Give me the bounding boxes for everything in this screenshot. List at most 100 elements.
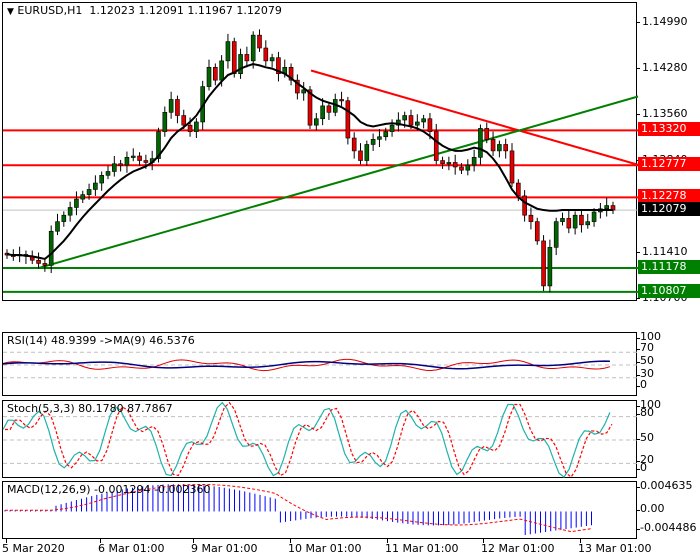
stoch-signal-line xyxy=(5,401,613,478)
bear-candle xyxy=(408,115,414,126)
bear-candle xyxy=(175,99,180,116)
price-level-tag: 1.12278 xyxy=(638,189,700,204)
time-label: 12 Mar 01:00 xyxy=(481,542,555,555)
bear-candle xyxy=(358,150,363,161)
macd-chart xyxy=(4,484,592,536)
bear-candle xyxy=(307,89,313,126)
bear-candle xyxy=(579,214,584,226)
bear-candle xyxy=(257,34,262,49)
bear-candle xyxy=(541,240,546,287)
bull-candle xyxy=(124,157,130,166)
stochastic-pane[interactable]: Stoch(5,3,3) 80.1780 87.7867 xyxy=(2,400,638,478)
bull-candle xyxy=(402,115,407,121)
price-tick-label: 1.11410 xyxy=(636,245,688,258)
bear-candle xyxy=(213,67,218,81)
bull-candle xyxy=(320,105,325,120)
ohlc-close: 1.12079 xyxy=(236,4,282,17)
bull-candle xyxy=(301,89,306,94)
price-tick-label: 1.13560 xyxy=(636,107,688,120)
indicator-level-label: 80 xyxy=(636,406,654,419)
candlestick-chart[interactable] xyxy=(3,3,638,302)
bull-candle xyxy=(604,205,609,210)
triangle-down-icon[interactable]: ▼ xyxy=(7,7,14,17)
time-label: 13 Mar 01:00 xyxy=(578,542,652,555)
indicator-level-label: 70 xyxy=(636,341,654,354)
bull-candle xyxy=(415,121,420,126)
bear-candle xyxy=(42,263,48,266)
bear-candle xyxy=(522,195,527,216)
bull-candle xyxy=(67,207,73,216)
bear-candle xyxy=(36,259,41,264)
rsi-label: RSI(14) 48.9399 ->MA(9) 46.5376 xyxy=(7,334,195,347)
indicator-level-label: 20 xyxy=(636,453,654,466)
bear-candle xyxy=(118,163,123,166)
price-tick-label: 1.14990 xyxy=(636,15,688,28)
bull-candle xyxy=(112,163,117,172)
bull-candle xyxy=(194,121,199,132)
resistance-trendline[interactable] xyxy=(310,69,638,166)
bull-candle xyxy=(421,118,426,123)
support-trendline[interactable] xyxy=(38,95,638,269)
price-level-tag: 1.11178 xyxy=(638,260,700,275)
indicator-level-label: 50 xyxy=(636,354,654,367)
bear-candle xyxy=(187,124,193,132)
bull-candle xyxy=(250,34,256,62)
bull-candle xyxy=(162,112,168,132)
bull-candle xyxy=(553,221,559,248)
stochastic-label: Stoch(5,3,3) 80.1780 87.7867 xyxy=(7,402,173,415)
symbol-timeframe: EURUSD,H1 xyxy=(17,4,83,17)
bear-candle xyxy=(459,166,464,171)
macd-signal-line xyxy=(5,484,592,533)
bull-candle xyxy=(74,198,79,208)
bear-candle xyxy=(295,79,300,94)
indicator-level-label: 100 xyxy=(636,330,661,343)
bull-candle xyxy=(61,214,67,222)
time-tick xyxy=(387,539,388,543)
stochastic-chart xyxy=(3,401,638,478)
bull-candle xyxy=(48,230,54,266)
bull-candle xyxy=(93,182,98,190)
bull-candle xyxy=(364,144,370,161)
bear-candle xyxy=(528,214,534,222)
bear-candle xyxy=(326,105,332,113)
time-tick xyxy=(580,539,581,543)
bull-candle xyxy=(225,41,231,62)
rsi-ma-line xyxy=(3,360,610,370)
bear-candle xyxy=(181,115,187,126)
price-chart-pane[interactable]: ▼ EURUSD,H1 1.12023 1.12091 1.11967 1.12… xyxy=(2,2,638,302)
bear-candle xyxy=(440,160,445,165)
macd-pane[interactable]: MACD(12,26,9) -0.001294 -0.002360 xyxy=(2,481,637,539)
time-tick xyxy=(6,539,7,543)
bear-candle xyxy=(452,162,458,168)
bull-candle xyxy=(130,155,136,158)
rsi-axis: 100 70 50 30 0 xyxy=(636,330,700,396)
bull-candle xyxy=(383,131,389,138)
bull-candle xyxy=(547,247,553,287)
indicator-level-label: 100 xyxy=(636,398,661,411)
stoch-main-line xyxy=(3,401,611,478)
bull-candle xyxy=(377,136,382,140)
bull-candle xyxy=(105,171,111,176)
time-tick xyxy=(290,539,291,543)
price-axis[interactable]: 1.149901.142801.135601.128401.114101.107… xyxy=(636,2,700,304)
indicator-level-label: 0 xyxy=(636,378,647,391)
time-label: 5 Mar 2020 xyxy=(2,542,65,555)
bull-candle xyxy=(238,54,243,75)
price-level-tag: 1.12777 xyxy=(638,157,700,172)
rsi-pane[interactable]: RSI(14) 48.9399 ->MA(9) 46.5376 xyxy=(2,332,638,396)
indicator-level-label: -0.004486 xyxy=(635,521,697,534)
bear-candle xyxy=(288,67,294,81)
ohlc-open: 1.12023 xyxy=(89,4,135,17)
bull-candle xyxy=(560,218,565,222)
time-tick xyxy=(483,539,484,543)
macd-axis: 0.004635 0.00 -0.004486 xyxy=(635,480,700,539)
bear-candle xyxy=(263,47,269,62)
price-level-tag: 1.13320 xyxy=(638,122,700,137)
bear-candle xyxy=(351,137,357,152)
bull-candle xyxy=(591,211,597,222)
rsi-line xyxy=(3,358,611,372)
bull-candle xyxy=(269,57,275,62)
bull-candle xyxy=(168,99,174,113)
price-tick-label: 1.14280 xyxy=(636,61,688,74)
ohlc-high: 1.12091 xyxy=(138,4,184,17)
